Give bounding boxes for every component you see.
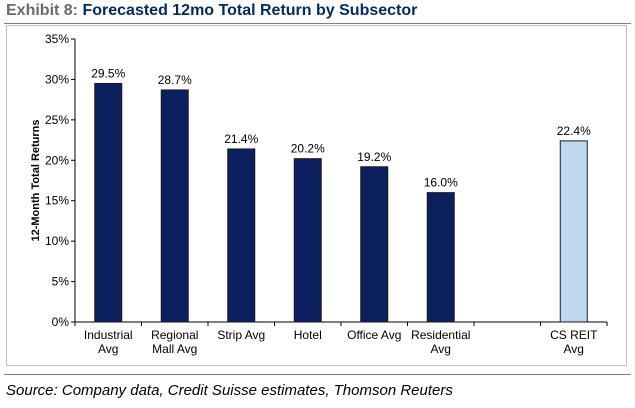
x-category-label: Industrial [84, 328, 133, 342]
title-divider [4, 23, 631, 24]
x-category-label: Avg [98, 342, 118, 356]
bar [293, 158, 322, 323]
x-category-label: Office Avg [347, 328, 401, 342]
bar-value-label: 21.4% [224, 132, 258, 146]
x-category-label: Avg [564, 342, 584, 356]
source-divider [4, 374, 631, 375]
bar [360, 166, 389, 323]
x-category-label: Hotel [294, 328, 322, 342]
x-category-label: CS REIT [550, 328, 598, 342]
bar [559, 140, 588, 323]
x-category-label: Mall Avg [152, 342, 197, 356]
y-tick-label: 35% [45, 32, 69, 46]
y-tick-label: 0% [52, 315, 70, 329]
bar-value-label: 29.5% [91, 66, 125, 80]
y-tick-label: 10% [45, 234, 69, 248]
exhibit-label: Exhibit 8: [6, 2, 79, 19]
x-category-label: Strip Avg [217, 328, 265, 342]
bar-value-label: 22.4% [557, 124, 591, 138]
y-tick-label: 20% [45, 153, 69, 167]
y-tick-label: 15% [45, 194, 69, 208]
source-note: Source: Company data, Credit Suisse esti… [6, 382, 453, 399]
y-axis-title: 12-Month Total Returns [30, 119, 42, 241]
y-tick-label: 30% [45, 72, 69, 86]
x-category-label: Regional [151, 328, 198, 342]
y-tick-label: 25% [45, 113, 69, 127]
chart-title: Forecasted 12mo Total Return by Subsecto… [82, 2, 418, 19]
bar [227, 148, 256, 323]
bar-value-label: 19.2% [357, 150, 391, 164]
chart-header: Exhibit 8: Forecasted 12mo Total Return … [6, 2, 417, 24]
bar [160, 89, 189, 323]
x-category-label: Avg [431, 342, 451, 356]
y-tick-label: 5% [52, 275, 70, 289]
bar-value-label: 28.7% [158, 73, 192, 87]
bar [426, 192, 455, 323]
bar-value-label: 20.2% [291, 142, 325, 156]
bar-value-label: 16.0% [424, 176, 458, 190]
x-category-label: Residential [411, 328, 470, 342]
bar [94, 82, 123, 323]
